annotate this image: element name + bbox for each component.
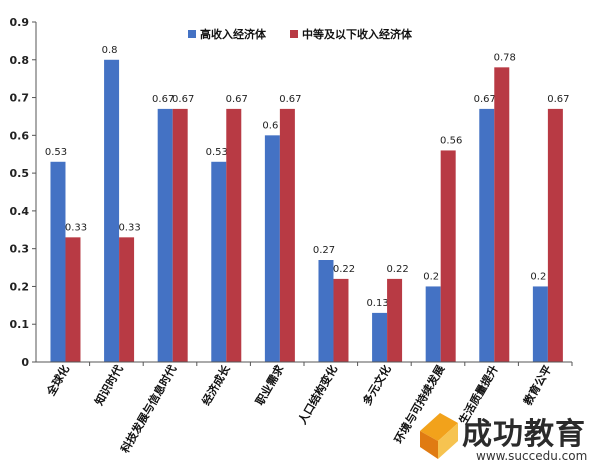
y-tick-label: 0.7 <box>10 92 30 105</box>
bar <box>65 237 81 362</box>
y-tick-label: 0.8 <box>10 54 30 67</box>
data-label: 0.67 <box>152 94 174 105</box>
watermark-logo-icon <box>420 413 458 459</box>
y-axis: 0 0.1 0.2 0.3 0.4 0.5 0.6 0.7 0.8 0.9 <box>10 16 37 369</box>
bar <box>119 237 135 362</box>
bar <box>279 108 295 362</box>
bar <box>532 286 548 362</box>
watermark: 成功教育 www.succedu.com <box>406 405 596 467</box>
y-tick-label: 0.4 <box>10 205 30 218</box>
bar <box>157 108 173 362</box>
data-label: 0.22 <box>386 264 408 275</box>
bar <box>104 59 120 363</box>
data-label: 0.2 <box>423 271 439 282</box>
legend: 高收入经济体 中等及以下收入经济体 <box>188 27 413 41</box>
bar <box>387 278 403 362</box>
data-label: 0.27 <box>313 245 335 256</box>
category-label: 经济成长 <box>199 362 234 408</box>
data-label: 0.53 <box>45 147 67 158</box>
data-label: 0.22 <box>333 264 355 275</box>
y-tick-label: 0 <box>21 356 29 369</box>
bars: 0.530.330.80.330.670.670.530.670.60.670.… <box>45 45 570 363</box>
bar <box>318 260 334 362</box>
legend-entry: 中等及以下收入经济体 <box>302 27 413 41</box>
data-label: 0.33 <box>65 222 87 233</box>
data-label: 0.2 <box>530 271 546 282</box>
bar <box>494 67 510 362</box>
watermark-url: www.succedu.com <box>476 449 588 463</box>
data-label: 0.8 <box>102 45 118 56</box>
data-label: 0.67 <box>279 94 301 105</box>
bar <box>264 135 280 362</box>
data-label: 0.67 <box>474 94 496 105</box>
y-tick-label: 0.1 <box>10 318 30 331</box>
data-label: 0.33 <box>118 222 140 233</box>
y-tick-label: 0.2 <box>10 280 30 293</box>
category-label: 科技发展与信息时代 <box>118 363 180 456</box>
legend-entry: 高收入经济体 <box>200 27 267 41</box>
y-tick-label: 0.9 <box>10 16 30 29</box>
bar <box>226 108 242 362</box>
data-label: 0.67 <box>226 94 248 105</box>
category-label: 人口结构变化 <box>295 363 340 427</box>
category-label: 知识时代 <box>91 363 126 409</box>
data-label: 0.56 <box>440 135 462 146</box>
bar <box>333 278 349 362</box>
data-label: 0.13 <box>366 298 388 309</box>
y-tick-label: 0.5 <box>10 167 30 180</box>
y-tick-label: 0.3 <box>10 243 30 256</box>
bar <box>172 108 188 362</box>
watermark-name: 成功教育 <box>462 417 586 452</box>
data-label: 0.78 <box>494 52 516 63</box>
y-tick-label: 0.6 <box>10 129 30 142</box>
data-label: 0.6 <box>262 120 278 131</box>
legend-swatch <box>290 30 298 38</box>
bar <box>50 161 66 362</box>
bar <box>479 108 495 362</box>
bar <box>440 150 456 362</box>
bar <box>211 161 227 362</box>
category-label: 职业需求 <box>252 362 287 408</box>
category-label: 全球化 <box>43 363 72 399</box>
category-label: 教育公平 <box>520 363 555 409</box>
bar <box>372 312 388 362</box>
data-label: 0.67 <box>172 94 194 105</box>
category-label: 多元文化 <box>360 363 394 408</box>
bar <box>547 108 563 362</box>
data-label: 0.53 <box>206 147 228 158</box>
bar <box>425 286 441 362</box>
data-label: 0.67 <box>547 94 569 105</box>
legend-swatch <box>188 30 196 38</box>
